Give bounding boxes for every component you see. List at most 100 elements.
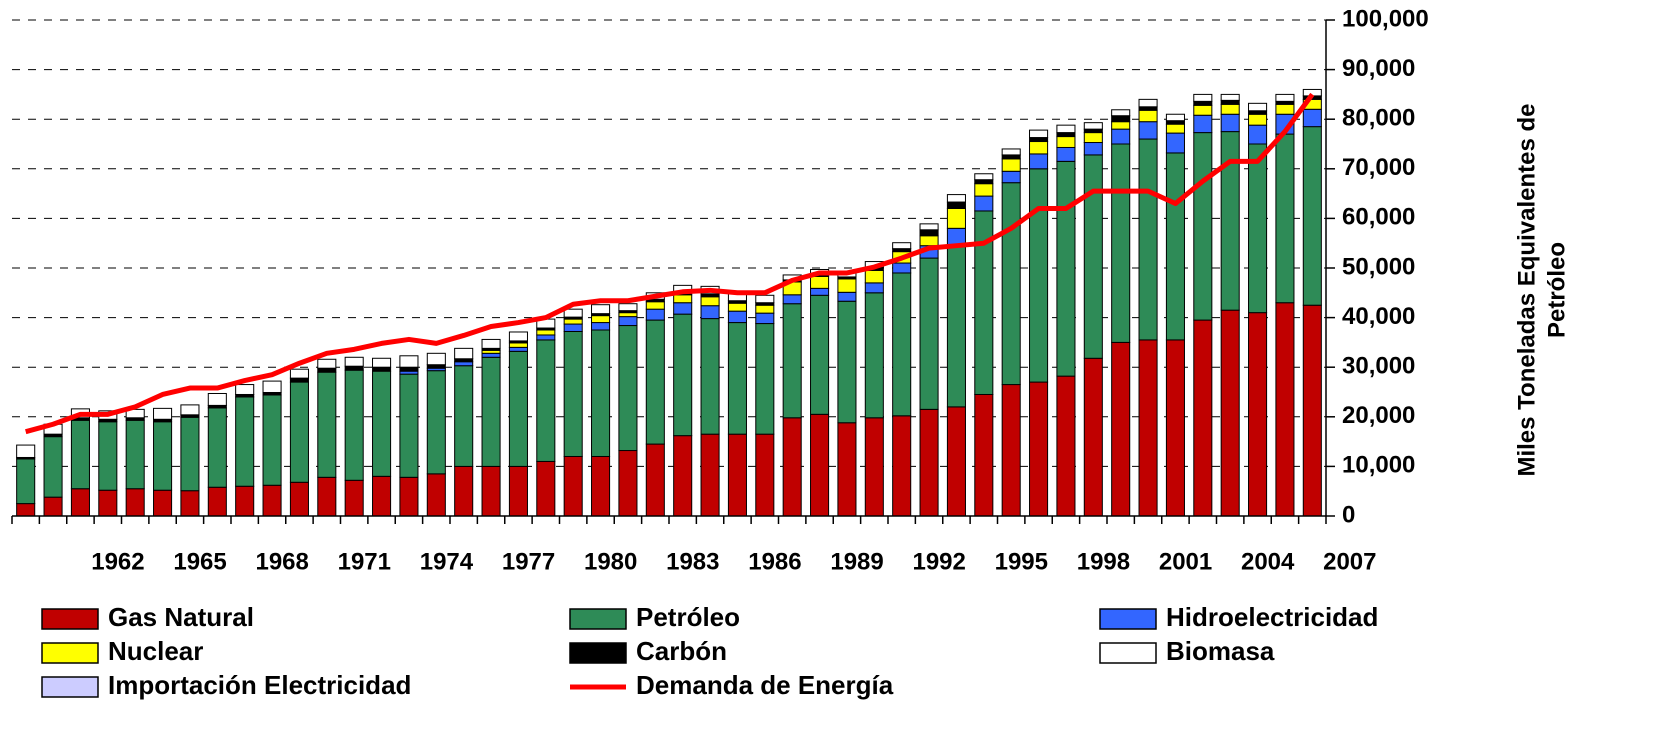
bar-segment [454,465,474,517]
bar-segment [508,346,528,352]
bar-segment [1001,158,1021,172]
bar-segment [892,415,912,517]
bar-segment [810,287,830,296]
bar-segment [563,330,583,457]
bar-segment [618,325,638,452]
bar-segment [810,413,830,517]
bar-segment [1220,93,1240,101]
bar-segment [1165,132,1185,154]
legend-label: Nuclear [108,636,203,666]
bar-segment [892,272,912,417]
bar-segment [782,294,802,305]
bar-segment [1193,93,1213,102]
x-tick-label: 1995 [995,548,1048,575]
bar-segment [1083,132,1103,144]
bar-segment [1083,357,1103,517]
bar-segment [481,356,501,467]
bar-segment [289,368,309,379]
bar-segment [974,173,994,181]
bar-segment [727,433,747,517]
bar-segment [372,475,392,517]
bar-segment [1056,136,1076,148]
bar-segment [1138,106,1158,111]
bar-segment [1111,121,1131,130]
bar-segment [1111,109,1131,117]
bar-segment [344,479,364,517]
bar-segment [618,450,638,517]
y-tick-label: 0 [1342,501,1355,528]
bar-segment [1001,384,1021,517]
x-tick-label: 1971 [338,548,391,575]
x-tick-label: 1980 [584,548,637,575]
bar-segment [1275,93,1295,102]
x-tick-label: 1983 [666,548,719,575]
bar-segment [673,294,693,304]
bar-segment [1165,113,1185,122]
bar-segment [317,371,337,478]
bar-segment [235,384,255,395]
bar-segment [16,458,36,505]
bar-segment [755,323,775,435]
bar-segment [235,485,255,517]
bar-segment [591,322,611,331]
bar-segment [618,303,638,312]
y-tick-label: 100,000 [1342,5,1429,32]
bar-segment [919,229,939,237]
bar-segment [618,312,638,318]
x-tick-label: 1992 [912,548,965,575]
bar-segment [1165,339,1185,517]
x-tick-label: 1986 [748,548,801,575]
bar-segment [1220,113,1240,133]
bar-segment [426,370,446,475]
bar-segment [563,318,583,325]
bar-segment [755,312,775,325]
bar-segment [153,421,173,491]
bar-segment [508,350,528,467]
bar-segment [125,419,145,490]
y-axis-title: Petróleo [1543,242,1570,338]
y-tick-label: 10,000 [1342,452,1415,479]
x-tick-label: 1977 [502,548,555,575]
bar-segment [645,308,665,321]
y-tick-label: 80,000 [1342,105,1415,132]
x-tick-label: 1974 [420,548,474,575]
bar-segment [1029,168,1049,383]
bar-segment [919,235,939,247]
bar-segment [399,476,419,517]
bar-segment [481,338,501,349]
legend-swatch [1099,608,1157,630]
bar-segment [892,242,912,250]
bar-segment [974,183,994,197]
y-tick-label: 60,000 [1342,204,1415,231]
bar-segment [70,419,90,490]
y-tick-label: 40,000 [1342,303,1415,330]
bar-segment [1001,170,1021,184]
bar-segment [837,278,857,293]
bar-segment [1083,128,1103,134]
bar-segment [262,380,282,393]
bar-segment [1056,132,1076,138]
bar-segment [946,207,966,229]
bar-segment [153,489,173,517]
bar-segment [508,331,528,342]
bar-segment [70,488,90,517]
bar-segment [591,304,611,315]
bar-segment [864,417,884,517]
legend-swatch [41,642,99,664]
bar-segment [536,334,556,341]
x-tick-label: 2001 [1159,548,1212,575]
bar-segment [508,465,528,517]
bar-segment [317,476,337,517]
bar-segment [16,444,36,458]
bar-segment [207,392,227,406]
bar-segment [974,393,994,517]
bar-segment [262,394,282,486]
bar-segment [673,313,693,437]
x-tick-label: 1998 [1077,548,1130,575]
bar-segment [1220,99,1240,105]
y-tick-label: 70,000 [1342,154,1415,181]
bar-segment [645,443,665,517]
bar-segment [673,302,693,315]
bar-segment [262,484,282,517]
